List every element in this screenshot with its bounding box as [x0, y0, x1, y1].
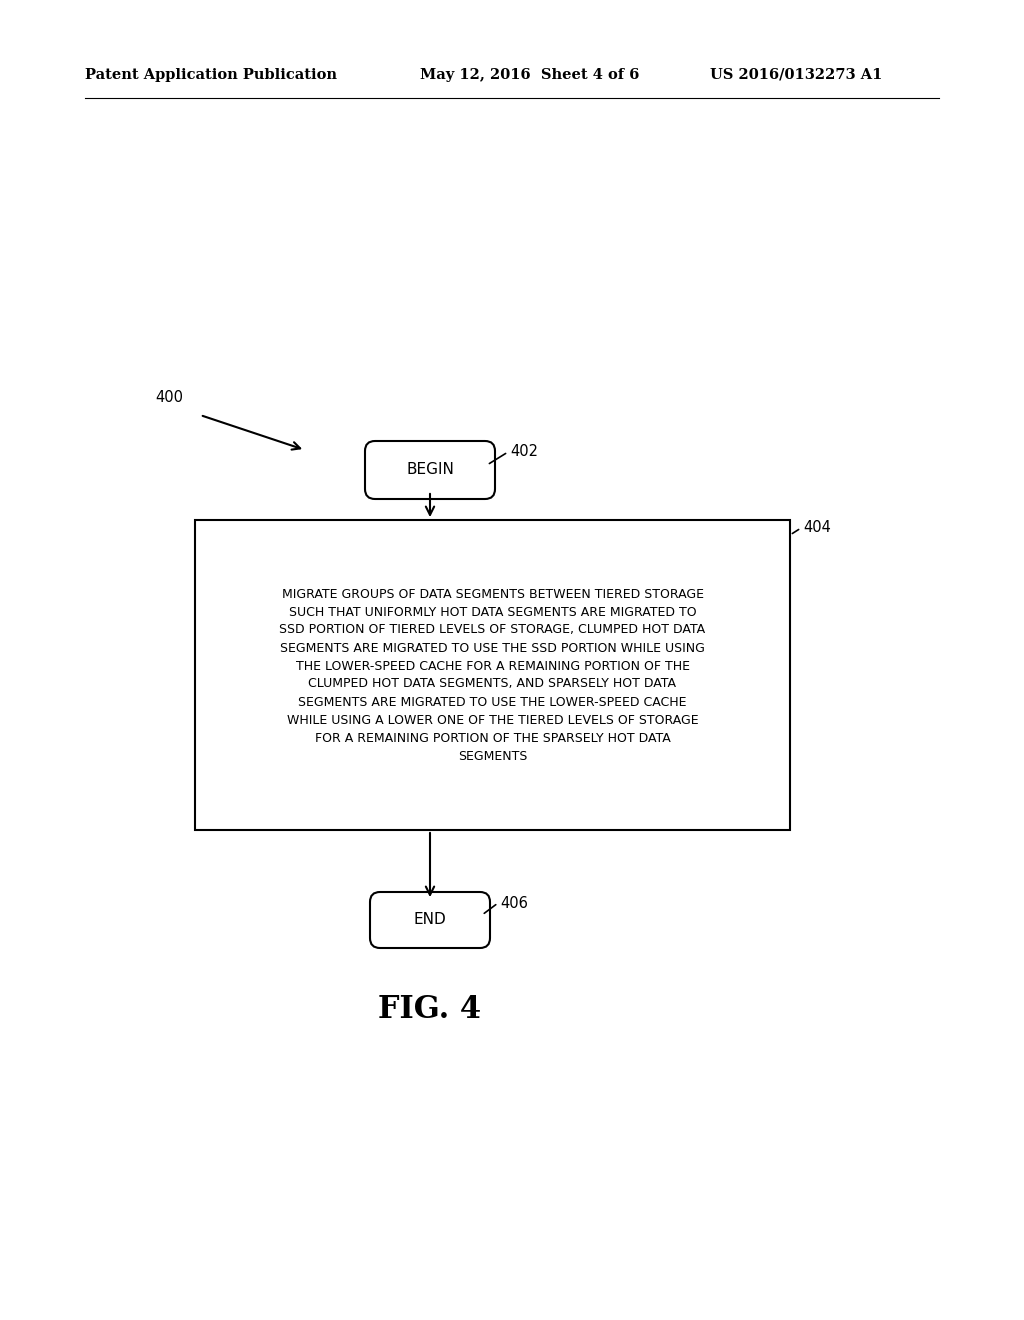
Text: FIG. 4: FIG. 4 [379, 994, 481, 1026]
Text: 400: 400 [155, 389, 183, 405]
Text: BEGIN: BEGIN [407, 462, 454, 478]
Text: 402: 402 [510, 445, 538, 459]
Text: 406: 406 [500, 895, 528, 911]
FancyBboxPatch shape [370, 892, 490, 948]
Text: May 12, 2016  Sheet 4 of 6: May 12, 2016 Sheet 4 of 6 [420, 69, 639, 82]
Text: END: END [414, 912, 446, 928]
Text: Patent Application Publication: Patent Application Publication [85, 69, 337, 82]
Text: MIGRATE GROUPS OF DATA SEGMENTS BETWEEN TIERED STORAGE
SUCH THAT UNIFORMLY HOT D: MIGRATE GROUPS OF DATA SEGMENTS BETWEEN … [280, 587, 706, 763]
Text: US 2016/0132273 A1: US 2016/0132273 A1 [710, 69, 883, 82]
FancyBboxPatch shape [365, 441, 495, 499]
Text: 404: 404 [803, 520, 830, 536]
Bar [195, 520, 790, 830]
